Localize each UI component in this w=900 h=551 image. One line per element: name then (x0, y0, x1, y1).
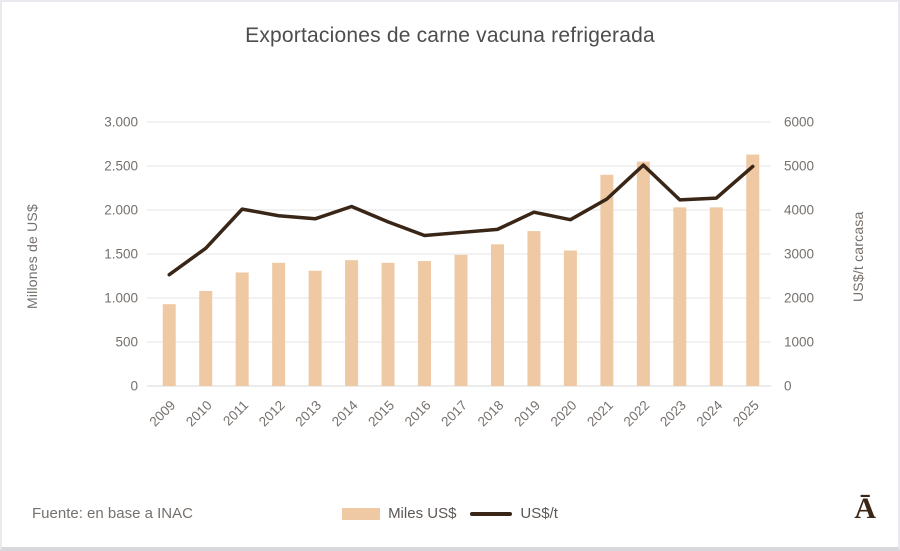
x-axis-label: 2021 (584, 398, 616, 430)
right-axis-tick: 2000 (784, 291, 814, 306)
bar-2016 (418, 261, 432, 386)
bar-2015 (381, 262, 395, 386)
price-line (167, 163, 755, 277)
chart-title: Exportaciones de carne vacuna refrigerad… (245, 24, 655, 47)
bar-2019 (527, 231, 541, 386)
legend-bar-label: Miles US$ (388, 505, 457, 522)
x-axis-label: 2016 (402, 398, 434, 430)
legend-line-label: US$/t (520, 505, 558, 522)
left-axis-tick: 500 (115, 335, 138, 350)
bar-2014 (345, 260, 359, 386)
right-axis-tick: 0 (784, 379, 792, 394)
left-axis-tick: 1.500 (104, 247, 138, 262)
x-axis-label: 2019 (511, 398, 543, 430)
x-axis-label: 2015 (365, 398, 397, 430)
source-note: Fuente: en base a INAC (32, 505, 193, 522)
right-axis-tick: 6000 (784, 115, 814, 130)
x-axis-label: 2012 (256, 398, 288, 430)
right-axis-tick: 3000 (784, 247, 814, 262)
left-axis-tick: 3.000 (104, 115, 138, 130)
x-axis-label: 2011 (220, 398, 251, 429)
right-axis-title: US$/t carcasa (850, 211, 866, 303)
legend-item-line: US$/t (470, 505, 558, 522)
bar-swatch-icon (342, 507, 381, 520)
x-axis-label: 2025 (730, 398, 762, 430)
left-axis-tick: 0 (130, 379, 138, 394)
x-axis-label: 2009 (147, 398, 179, 430)
bar-2011 (235, 272, 249, 386)
bar-2024 (709, 207, 723, 386)
bar-2020 (563, 250, 577, 386)
bar-2013 (308, 270, 322, 386)
bar-2009 (162, 304, 176, 386)
x-axis-label: 2020 (548, 398, 580, 430)
right-axis-tick: 5000 (784, 159, 814, 174)
bar-2012 (272, 262, 286, 386)
bar-2018 (490, 244, 504, 386)
x-axis-label: 2023 (657, 398, 689, 430)
x-axis-label: 2017 (438, 398, 470, 430)
chart-legend: Miles US$ US$/t (2, 505, 898, 522)
right-axis-tick: 1000 (784, 335, 814, 350)
x-axis-label: 2013 (292, 398, 324, 430)
bar-2017 (454, 254, 468, 386)
line-swatch-icon (470, 511, 513, 516)
x-axis-label: 2014 (329, 397, 361, 429)
x-axis-label: 2018 (475, 398, 507, 430)
x-axis-label: 2022 (621, 398, 653, 430)
bar-2023 (673, 207, 687, 386)
left-axis-tick: 2.500 (104, 159, 138, 174)
bar-2025 (746, 154, 760, 386)
left-axis-tick: 1.000 (104, 291, 138, 306)
right-axis-tick: 4000 (784, 203, 814, 218)
bar-2010 (199, 290, 213, 386)
x-axis-label: 2010 (183, 398, 215, 430)
bar-2021 (600, 174, 614, 386)
legend-item-bars: Miles US$ (342, 505, 456, 522)
brand-logo: Ā (854, 492, 876, 525)
bar-2022 (636, 161, 650, 386)
x-axis-label: 2024 (694, 397, 726, 429)
left-axis-tick: 2.000 (104, 203, 138, 218)
left-axis-title: Millones de US$ (24, 204, 40, 310)
